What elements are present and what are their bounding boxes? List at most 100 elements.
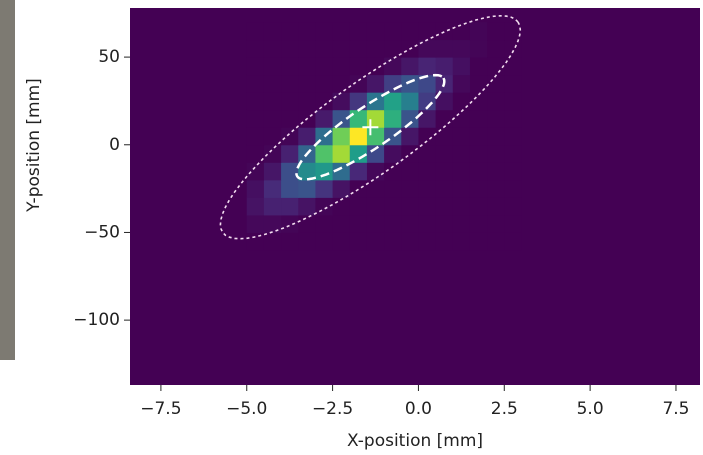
heat-cell	[281, 39, 299, 58]
heat-cell	[487, 74, 505, 93]
heat-cell	[298, 57, 316, 76]
heat-cell	[246, 109, 265, 128]
heat-cell	[349, 232, 368, 251]
heat-cell	[263, 144, 282, 163]
heat-cell	[281, 214, 299, 233]
heat-cell	[469, 179, 488, 198]
heat-cell	[435, 39, 454, 58]
ellipse	[295, 73, 446, 181]
heat-cell	[435, 127, 454, 146]
heat-cell	[246, 214, 265, 233]
heat-cell	[263, 162, 282, 181]
heat-cell	[384, 92, 402, 111]
heat-cell	[435, 179, 454, 198]
heat-cell	[504, 127, 522, 146]
heat-cell	[349, 39, 368, 58]
heat-cell	[469, 197, 488, 216]
heat-cell	[435, 162, 454, 181]
heat-cell	[332, 179, 351, 198]
heat-cell	[418, 39, 437, 58]
heat-cell	[487, 232, 505, 251]
heat-cell	[452, 74, 471, 93]
heat-cell	[504, 179, 522, 198]
heat-cell	[315, 74, 334, 93]
heat-cell	[349, 74, 368, 93]
heat-cell	[418, 92, 437, 111]
heat-cell	[246, 197, 265, 216]
heat-cell	[298, 232, 316, 251]
heat-cell	[315, 232, 334, 251]
heat-cell	[452, 92, 471, 111]
heat-cell	[504, 162, 522, 181]
x-tick-label: 0.0	[405, 399, 432, 419]
heat-cell	[401, 197, 419, 216]
heat-cell	[366, 232, 385, 251]
heat-cell	[401, 232, 419, 251]
heat-cell	[246, 57, 265, 76]
heat-cell	[487, 197, 505, 216]
heat-cell	[401, 92, 419, 111]
heat-cell	[487, 179, 505, 198]
heat-cell	[298, 127, 316, 146]
heat-cell	[504, 57, 522, 76]
heat-cell	[384, 39, 402, 58]
heat-cell	[452, 214, 471, 233]
heat-cell	[332, 162, 351, 181]
y-tick-label: −100	[73, 310, 120, 330]
center-marker	[362, 119, 379, 136]
heat-cell	[452, 57, 471, 76]
heat-cell	[332, 57, 351, 76]
heat-cell	[401, 214, 419, 233]
heat-cell	[281, 109, 299, 128]
heat-cell	[315, 39, 334, 58]
heat-cell	[487, 39, 505, 58]
heat-cell	[366, 92, 385, 111]
heat-cell	[452, 179, 471, 198]
heat-cell	[469, 74, 488, 93]
heat-cell	[263, 74, 282, 93]
heat-cell	[263, 22, 282, 41]
heat-cell	[487, 214, 505, 233]
heat-cell	[418, 197, 437, 216]
heat-cell	[418, 74, 437, 93]
heat-cell	[332, 109, 351, 128]
x-tick-label: −2.5	[312, 399, 353, 419]
heat-cell	[504, 22, 522, 41]
heat-cell	[418, 57, 437, 76]
heat-cell	[452, 197, 471, 216]
heat-cell	[504, 92, 522, 111]
heat-cell	[469, 162, 488, 181]
heat-cell	[366, 144, 385, 163]
heat-cell	[469, 232, 488, 251]
heat-cell	[469, 144, 488, 163]
heat-cell	[246, 39, 265, 58]
y-tick-label: 50	[98, 47, 120, 67]
heat-cell	[263, 109, 282, 128]
heat-cell	[469, 127, 488, 146]
heat-cell	[384, 22, 402, 41]
heat-cell	[401, 74, 419, 93]
heat-cell	[504, 109, 522, 128]
heat-cell	[315, 22, 334, 41]
heat-cell	[469, 22, 488, 41]
heat-cell	[487, 162, 505, 181]
heat-cell	[263, 179, 282, 198]
heat-cell	[401, 57, 419, 76]
heat-cell	[418, 214, 437, 233]
heat-cell	[384, 162, 402, 181]
x-tick-label: 5.0	[577, 399, 604, 419]
heat-cell	[332, 127, 351, 146]
heat-cell	[298, 214, 316, 233]
heat-cell	[281, 162, 299, 181]
heat-cell	[452, 109, 471, 128]
heat-cell	[504, 214, 522, 233]
heat-cell	[487, 92, 505, 111]
heat-cell	[349, 144, 368, 163]
heat-cell	[246, 22, 265, 41]
heat-cell	[418, 179, 437, 198]
heat-cell	[504, 232, 522, 251]
heat-cell	[298, 179, 316, 198]
heat-cell	[298, 92, 316, 111]
heat-cell	[315, 92, 334, 111]
